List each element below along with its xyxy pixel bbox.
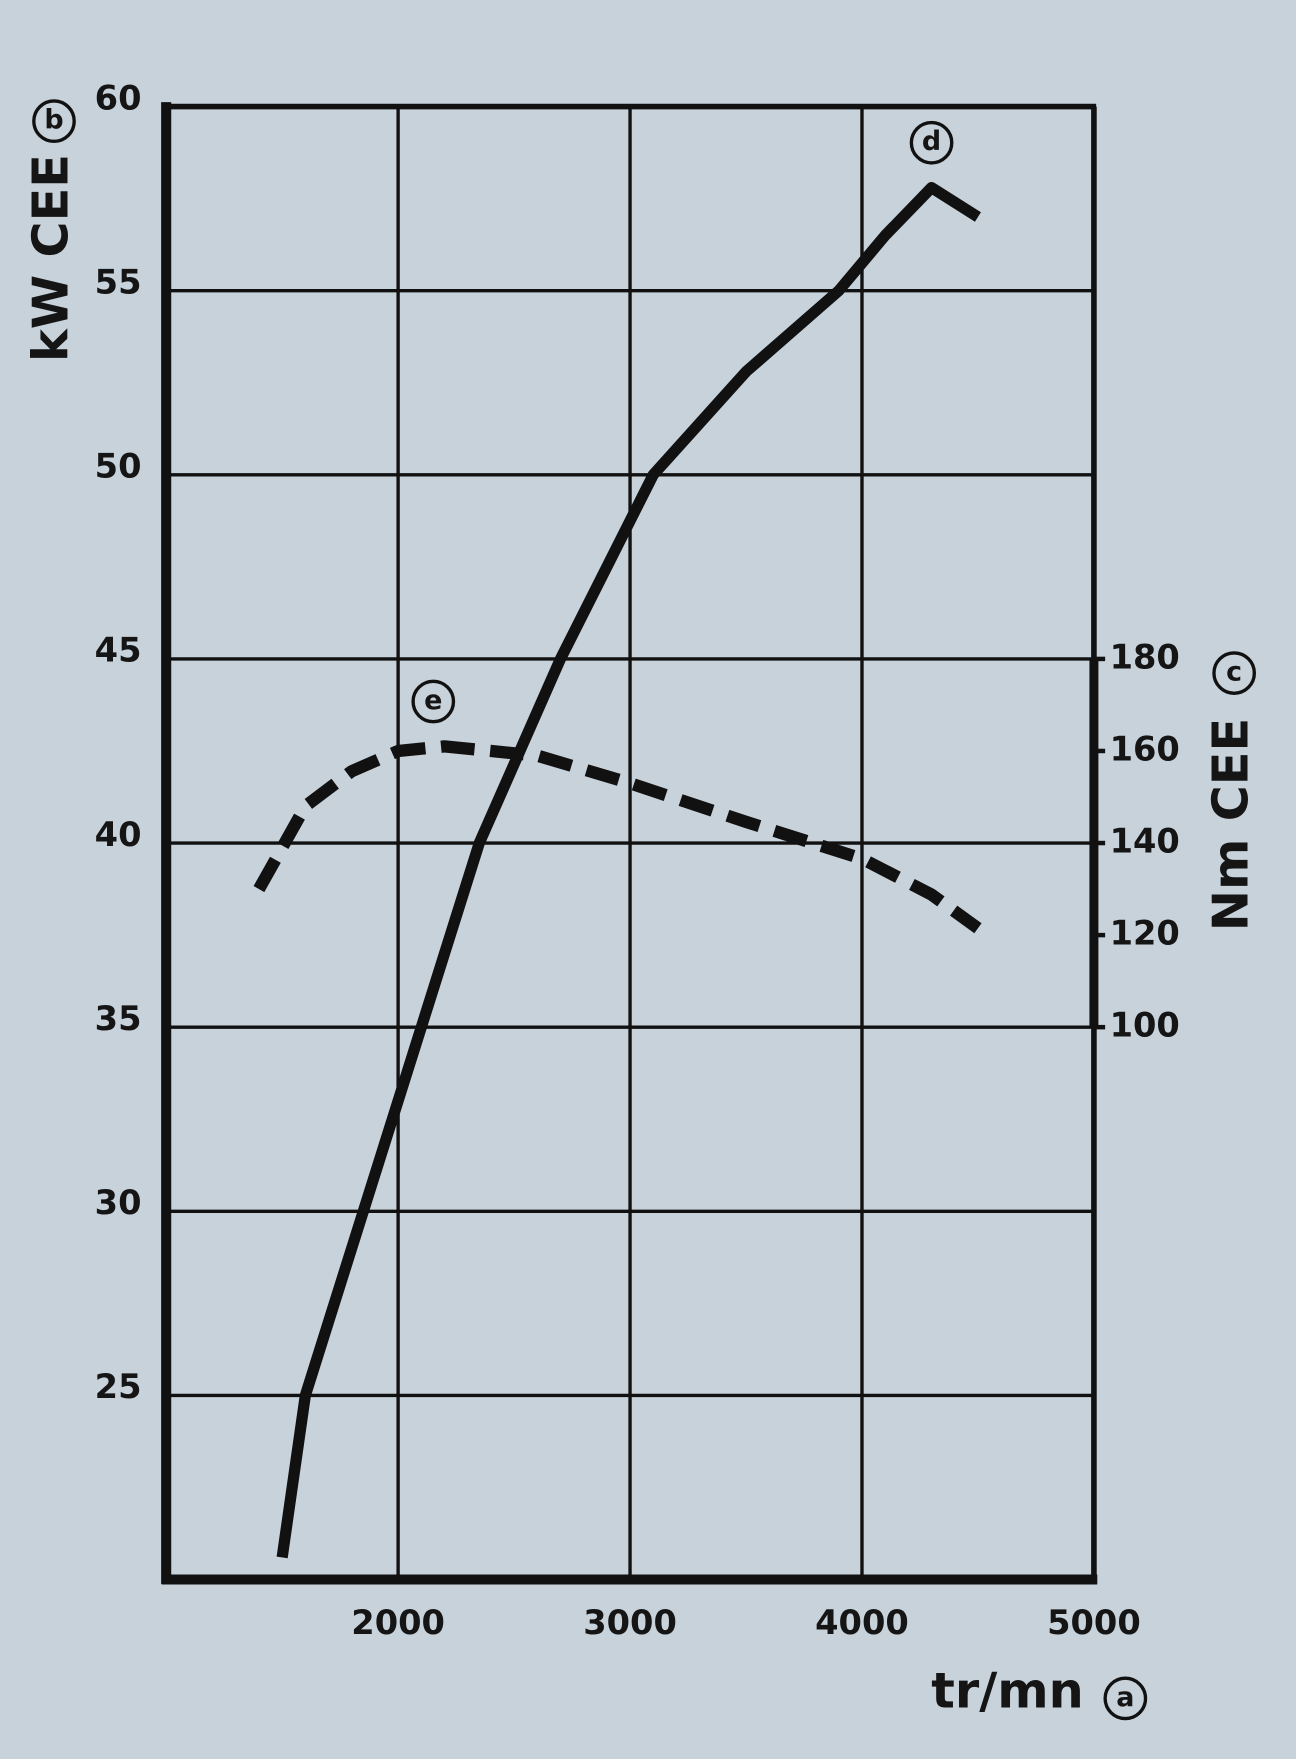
series-label-circle <box>411 679 456 724</box>
x-tick-label: 3000 <box>583 1603 677 1642</box>
y-tick-label: 45 <box>95 631 142 670</box>
y-axis-marker: b <box>44 105 63 136</box>
y-tick-label: 25 <box>95 1367 142 1406</box>
series-line <box>253 740 982 934</box>
y-tick-label: 35 <box>95 999 142 1038</box>
y2-tick-label: 100 <box>1110 1006 1180 1045</box>
y-tick-label: 40 <box>95 815 142 854</box>
x-axis-title: tr/mn <box>931 1661 1083 1719</box>
x-axis-marker: a <box>1116 1682 1134 1713</box>
y-axis-title: kW CEE <box>22 154 80 362</box>
y2-axis-marker: c <box>1226 657 1242 688</box>
x-axis-marker-circle <box>1103 1676 1148 1721</box>
series-label: e <box>424 685 442 716</box>
x-tick-label: 2000 <box>351 1603 445 1642</box>
y-tick-label: 50 <box>95 447 142 486</box>
y-tick-label: 30 <box>95 1183 142 1222</box>
series-label: d <box>922 126 941 157</box>
y2-tick-label: 180 <box>1110 637 1180 676</box>
series-line <box>276 181 981 1559</box>
y-tick-label: 55 <box>95 262 142 301</box>
y-axis-marker-circle <box>32 99 76 144</box>
x-tick-label: 5000 <box>1047 1603 1141 1642</box>
y2-tick-label: 160 <box>1110 729 1180 768</box>
y2-tick-label: 120 <box>1110 914 1180 953</box>
y2-axis-marker-circle <box>1212 651 1257 695</box>
x-tick-label: 4000 <box>815 1603 909 1642</box>
y2-axis-title: Nm CEE <box>1202 718 1260 932</box>
y2-tick-label: 140 <box>1110 822 1180 861</box>
y-tick-label: 60 <box>95 78 142 117</box>
series-label-circle <box>909 120 954 165</box>
